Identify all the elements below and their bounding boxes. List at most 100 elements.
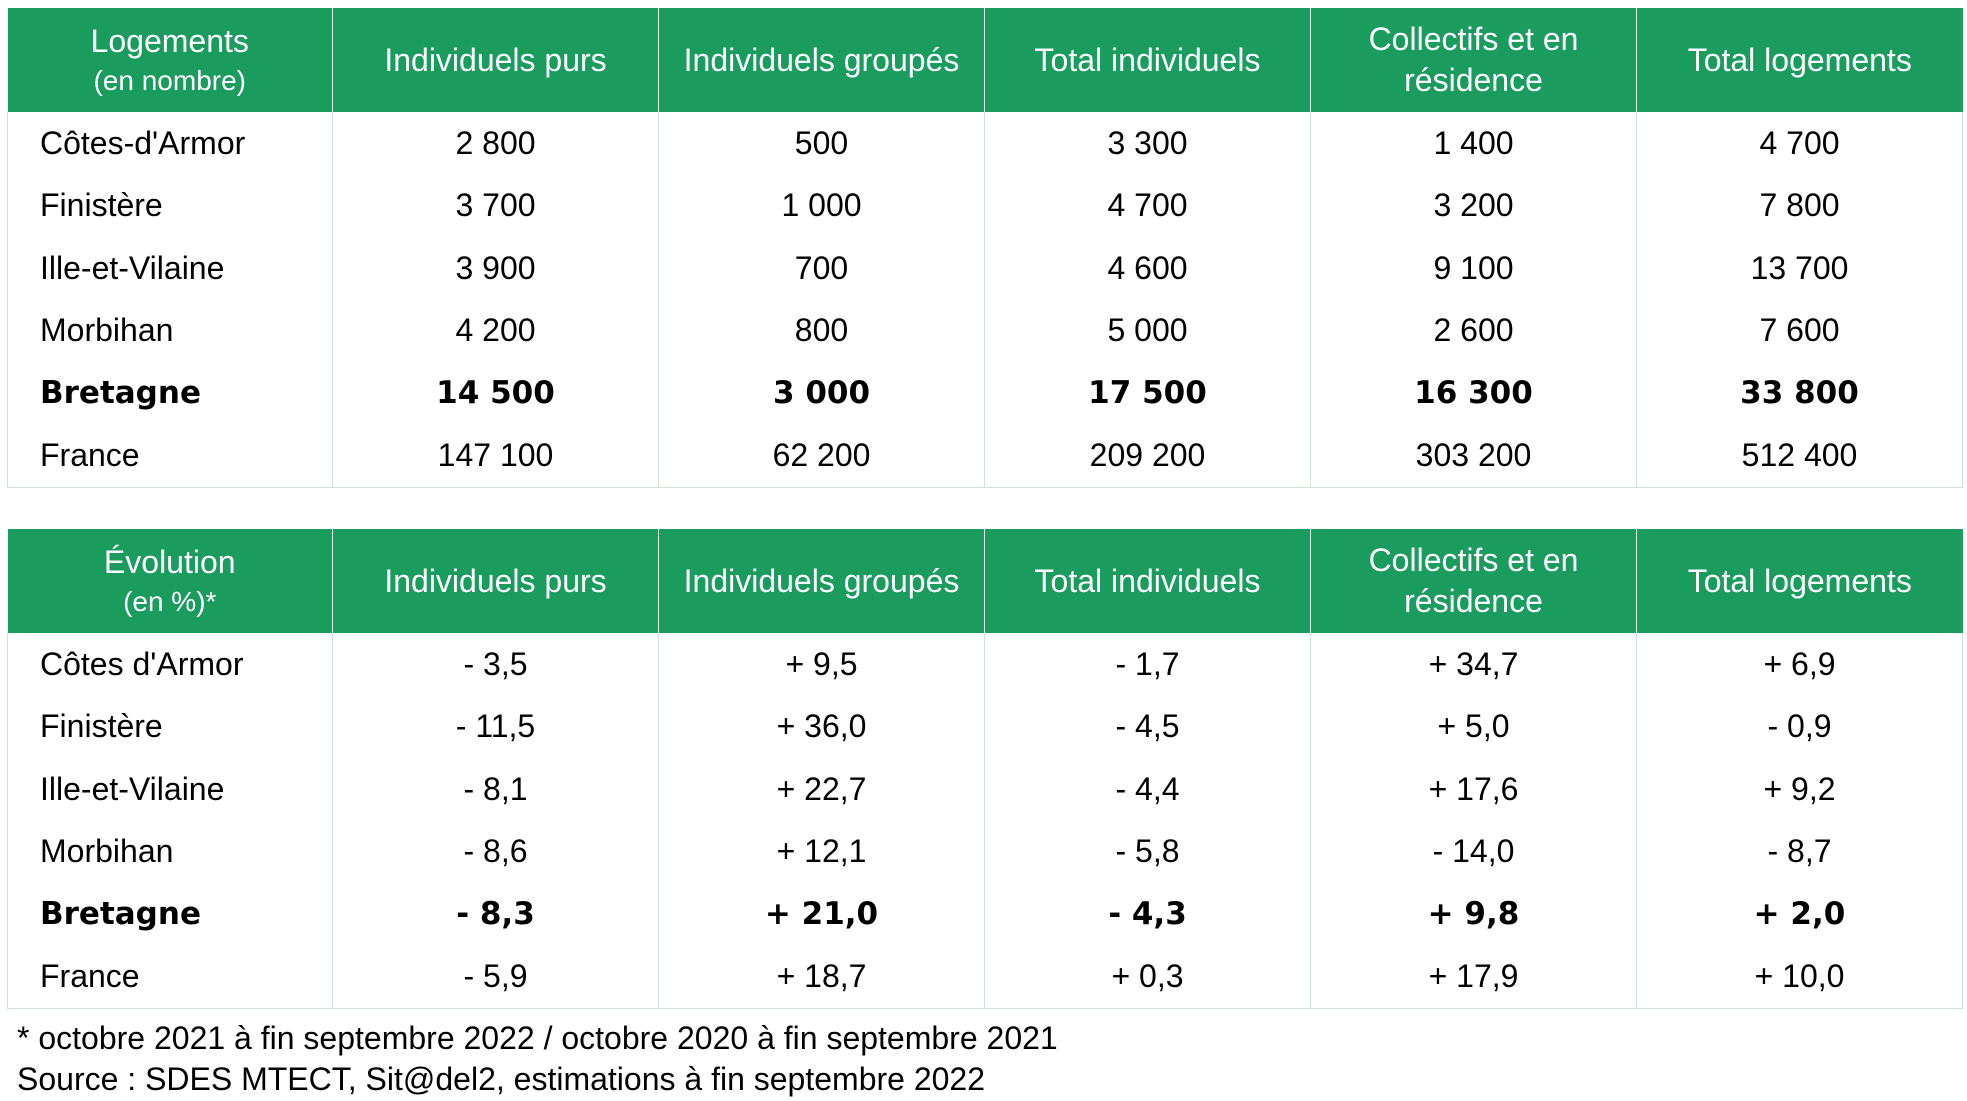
- value-cell: 4 700: [984, 174, 1311, 237]
- table-row: Côtes d'Armor - 3,5 + 9,5- 1,7 + 34,7 + 6,9: [8, 633, 1963, 696]
- value-cell: + 22,7: [658, 758, 985, 821]
- column-header-logements: Logements (en nombre): [7, 8, 333, 112]
- table-logements: Logements (en nombre) Individuels purs I…: [7, 8, 1963, 488]
- value-cell: + 9,5: [658, 633, 985, 696]
- value-cell: - 4,5: [984, 695, 1311, 758]
- value-cell: 303 200: [1310, 424, 1637, 488]
- source-note: Source : SDES MTECT, Sit@del2, estimatio…: [17, 1061, 986, 1097]
- value-cell: + 0,3: [984, 945, 1311, 1009]
- value-cell: 3 900: [332, 237, 659, 300]
- row-label-cell: Bretagne: [40, 375, 201, 412]
- value-cell: + 5,0: [1310, 695, 1637, 758]
- row-label-cell: Ille-et-Vilaine: [40, 249, 225, 286]
- value-cell: 7 800: [1636, 174, 1963, 237]
- value-cell: - 8,1: [332, 758, 659, 821]
- value-cell: - 8,3: [332, 883, 659, 946]
- value-cell: 1 400: [1310, 112, 1637, 175]
- column-header-collectifs: Collectifs et en résidence: [1310, 8, 1637, 112]
- value-cell: 14 500: [332, 362, 659, 425]
- row-label-cell: Côtes-d'Armor: [40, 124, 246, 161]
- column-header-individuels-groupes: Individuels groupés: [658, 8, 985, 112]
- value-cell: + 17,9: [1310, 945, 1637, 1009]
- value-cell: 3 300: [984, 112, 1311, 175]
- table-row: Finistère 3 700 1 000 4 700 3 200 7 800: [8, 174, 1963, 237]
- value-cell: 800: [658, 299, 985, 362]
- value-cell: + 9,2: [1636, 758, 1963, 821]
- column-header-total-logements: Total logements: [1636, 8, 1963, 112]
- value-cell: 62 200: [658, 424, 985, 488]
- value-cell: + 36,0: [658, 695, 985, 758]
- value-cell: - 8,6: [332, 820, 659, 883]
- value-cell: - 0,9: [1636, 695, 1963, 758]
- table-row: Côtes-d'Armor 2 800 500 3 300 1 400 4 700: [8, 112, 1963, 175]
- table-row: Morbihan 4 200 800 5 000 2 600 7 600: [8, 299, 1963, 362]
- table-row: Morbihan - 8,6 + 12,1- 5,8- 14,0- 8,7: [8, 820, 1963, 883]
- table-row: France - 5,9 + 18,7 + 0,3 + 17,9 + 10,0: [8, 945, 1963, 1009]
- value-cell: - 3,5: [332, 633, 659, 696]
- notes: * octobre 2021 à fin septembre 2022 / oc…: [17, 1018, 1058, 1100]
- value-cell: 2 800: [332, 112, 659, 175]
- value-cell: 4 200: [332, 299, 659, 362]
- value-cell: + 9,8: [1310, 883, 1637, 946]
- value-cell: + 34,7: [1310, 633, 1637, 696]
- value-cell: 500: [658, 112, 985, 175]
- value-cell: + 17,6: [1310, 758, 1637, 821]
- value-cell: + 18,7: [658, 945, 985, 1009]
- row-label-cell: Morbihan: [40, 312, 174, 349]
- header-row: Évolution (en %)* Individuels purs Indiv…: [7, 529, 1963, 633]
- value-cell: 512 400: [1636, 424, 1963, 488]
- column-header-individuels-groupes: Individuels groupés: [658, 529, 985, 633]
- column-header-individuels-purs: Individuels purs: [332, 8, 659, 112]
- table-row: Ille-et-Vilaine 3 900 700 4 600 9 100 13 700: [8, 237, 1963, 300]
- header-label: Logements: [90, 22, 249, 59]
- header-sublabel: (en nombre): [93, 64, 246, 96]
- table-body: Côtes-d'Armor 2 800 500 3 300 1 400 4 700 Fini…: [7, 112, 1963, 488]
- footnote: * octobre 2021 à fin septembre 2022 / oc…: [17, 1020, 1058, 1056]
- row-label-cell: France: [40, 437, 140, 474]
- row-label-cell: Finistère: [40, 187, 163, 224]
- row-label-cell: Côtes d'Armor: [40, 645, 244, 682]
- value-cell: 3 000: [658, 362, 985, 425]
- value-cell: 147 100: [332, 424, 659, 488]
- value-cell: 13 700: [1636, 237, 1963, 300]
- value-cell: + 2,0: [1636, 883, 1963, 946]
- row-label-cell: Morbihan: [40, 833, 174, 870]
- value-cell: 209 200: [984, 424, 1311, 488]
- table-row: Bretagne - 8,3 + 21,0- 4,3 + 9,8 + 2,0: [8, 883, 1963, 946]
- row-label-cell: Finistère: [40, 708, 163, 745]
- table-row: Ille-et-Vilaine - 8,1 + 22,7- 4,4 + 17,6 + 9…: [8, 758, 1963, 821]
- value-cell: - 8,7: [1636, 820, 1963, 883]
- value-cell: 7 600: [1636, 299, 1963, 362]
- table-row: Finistère - 11,5 + 36,0- 4,5 + 5,0- 0,9: [8, 695, 1963, 758]
- value-cell: - 5,8: [984, 820, 1311, 883]
- table-evolution: Évolution (en %)* Individuels purs Indiv…: [7, 529, 1963, 1009]
- value-cell: + 6,9: [1636, 633, 1963, 696]
- value-cell: - 1,7: [984, 633, 1311, 696]
- value-cell: 1 000: [658, 174, 985, 237]
- value-cell: - 5,9: [332, 945, 659, 1009]
- value-cell: 9 100: [1310, 237, 1637, 300]
- value-cell: + 10,0: [1636, 945, 1963, 1009]
- value-cell: + 21,0: [658, 883, 985, 946]
- value-cell: + 12,1: [658, 820, 985, 883]
- row-label-cell: Ille-et-Vilaine: [40, 770, 225, 807]
- column-header-total-individuels: Total individuels: [984, 8, 1311, 112]
- header-row: Logements (en nombre) Individuels purs I…: [7, 8, 1963, 112]
- value-cell: - 4,3: [984, 883, 1311, 946]
- value-cell: 3 700: [332, 174, 659, 237]
- table-header: Logements (en nombre) Individuels purs I…: [7, 8, 1963, 112]
- column-header-evolution: Évolution (en %)*: [7, 529, 333, 633]
- column-header-individuels-purs: Individuels purs: [332, 529, 659, 633]
- row-label-cell: France: [40, 958, 140, 995]
- column-header-total-individuels: Total individuels: [984, 529, 1311, 633]
- table-body: Côtes d'Armor - 3,5 + 9,5- 1,7 + 34,7 + 6,9 F…: [7, 633, 1963, 1009]
- value-cell: 17 500: [984, 362, 1311, 425]
- row-label-cell: Bretagne: [40, 896, 201, 933]
- value-cell: - 11,5: [332, 695, 659, 758]
- value-cell: - 4,4: [984, 758, 1311, 821]
- table-header: Évolution (en %)* Individuels purs Indiv…: [7, 529, 1963, 633]
- value-cell: 5 000: [984, 299, 1311, 362]
- value-cell: 4 700: [1636, 112, 1963, 175]
- table-row: Bretagne 14 500 3 000 17 500 16 300 33 800: [8, 362, 1963, 425]
- value-cell: 3 200: [1310, 174, 1637, 237]
